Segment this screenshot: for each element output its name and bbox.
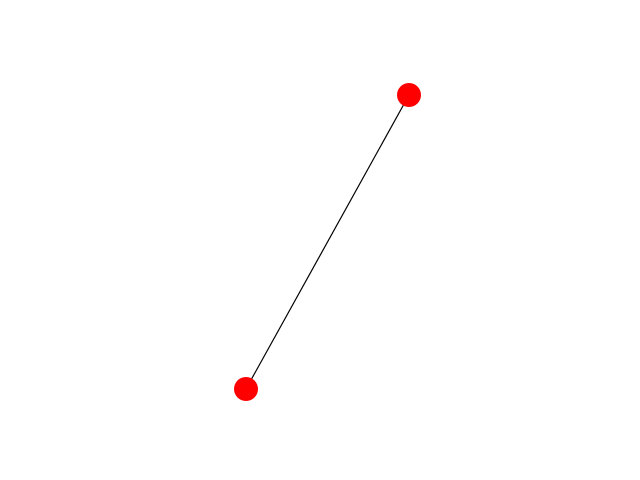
graph-node-b: [234, 377, 258, 401]
graph-node-a: [397, 83, 421, 107]
graph-edge: [245, 94, 410, 390]
